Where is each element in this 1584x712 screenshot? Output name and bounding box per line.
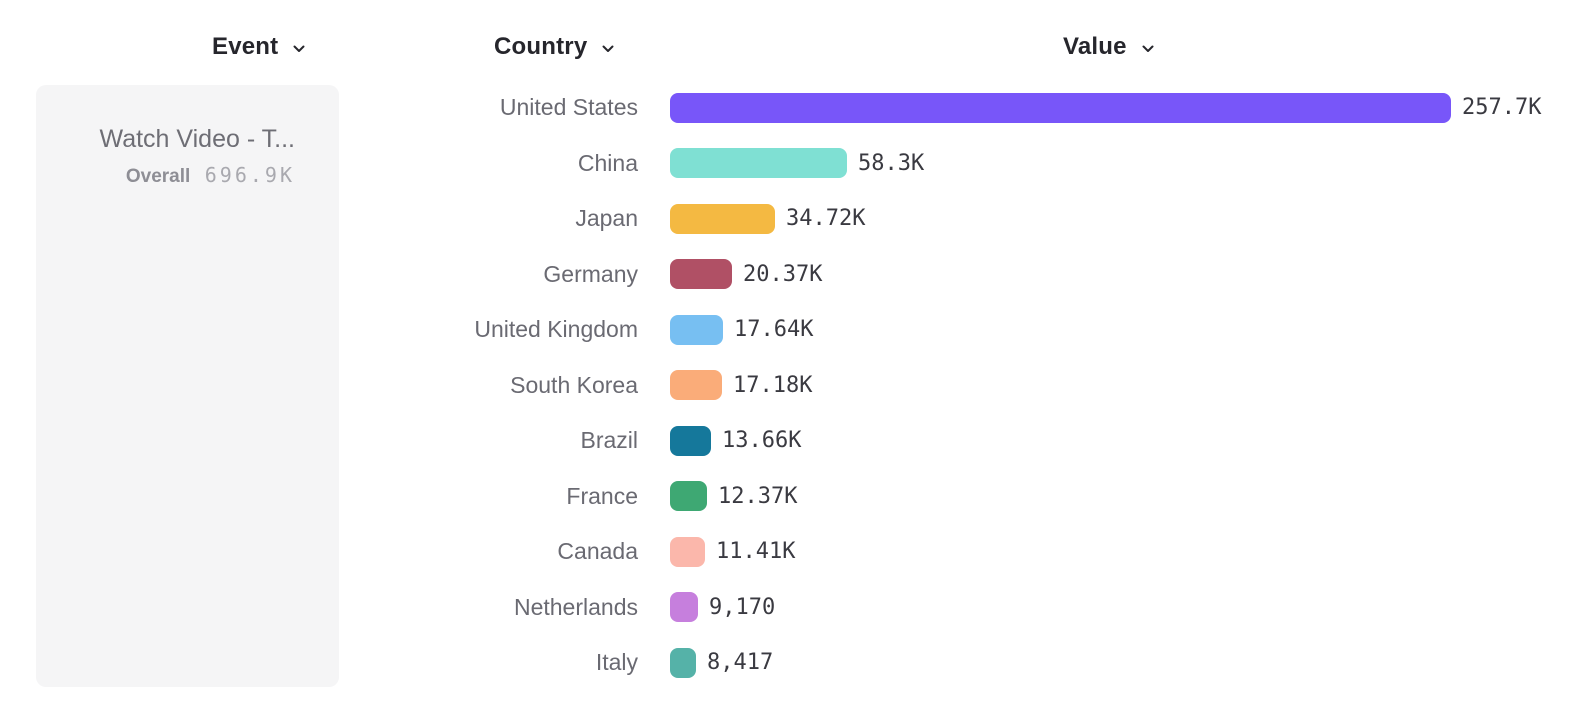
country-label: United Kingdom xyxy=(474,316,638,343)
value-bar[interactable] xyxy=(670,647,696,678)
chart-row: Italy 8,417 xyxy=(0,635,1584,691)
value-label: 9,170 xyxy=(709,594,776,620)
country-label: Brazil xyxy=(580,427,638,454)
chart-row: United States 257.7K xyxy=(0,80,1584,136)
value-label: 11.41K xyxy=(716,539,796,565)
chart-row: China 58.3K xyxy=(0,136,1584,192)
bar-chart: United States 257.7K China 58.3K Japan 3… xyxy=(0,80,1584,691)
value-bar[interactable] xyxy=(670,148,847,179)
event-column-header[interactable]: Event xyxy=(212,33,307,61)
value-bar[interactable] xyxy=(670,536,705,567)
overall-label: Overall xyxy=(125,165,191,187)
chart-row: France 12.37K xyxy=(0,469,1584,525)
country-label: Netherlands xyxy=(513,593,638,620)
chart-row: Brazil 13.66K xyxy=(0,413,1584,469)
country-label: Japan xyxy=(575,205,638,232)
chart-row: South Korea 17.18K xyxy=(0,358,1584,414)
value-label: 17.18K xyxy=(733,372,813,398)
country-label: Italy xyxy=(595,649,638,676)
country-label: Canada xyxy=(557,538,638,565)
chart-row: Germany 20.37K xyxy=(0,247,1584,303)
value-bar[interactable] xyxy=(670,481,707,512)
chevron-down-icon xyxy=(293,45,305,52)
value-bar[interactable] xyxy=(670,425,711,456)
country-label: Germany xyxy=(543,260,638,287)
value-bar[interactable] xyxy=(670,314,723,345)
event-card[interactable]: Watch Video - T... Overall 696.9K xyxy=(36,85,339,687)
country-column-header[interactable]: Country xyxy=(494,33,616,61)
value-label: 8,417 xyxy=(707,650,774,676)
value-column-header[interactable]: Value xyxy=(1063,33,1156,61)
event-column-label: Event xyxy=(212,33,279,60)
country-label: South Korea xyxy=(510,371,638,398)
chart-row: Canada 11.41K xyxy=(0,524,1584,580)
country-label: China xyxy=(577,149,638,176)
country-label: United States xyxy=(499,94,638,121)
value-label: 34.72K xyxy=(786,206,866,232)
value-column-label: Value xyxy=(1063,33,1127,60)
overall-value: 696.9K xyxy=(204,162,295,187)
value-bar[interactable] xyxy=(670,592,698,623)
event-card-metric: Overall 696.9K xyxy=(56,163,295,188)
country-column-label: Country xyxy=(494,33,588,60)
chart-row: United Kingdom 17.64K xyxy=(0,302,1584,358)
country-label: France xyxy=(566,482,638,509)
value-label: 257.7K xyxy=(1462,95,1542,121)
value-label: 12.37K xyxy=(718,483,798,509)
value-bar[interactable] xyxy=(670,92,1451,123)
value-label: 58.3K xyxy=(858,150,925,176)
chevron-down-icon xyxy=(1142,45,1154,52)
chart-row: Japan 34.72K xyxy=(0,191,1584,247)
value-bar[interactable] xyxy=(670,203,775,234)
value-label: 17.64K xyxy=(734,317,814,343)
chevron-down-icon xyxy=(602,45,614,52)
value-bar[interactable] xyxy=(670,259,732,290)
value-bar[interactable] xyxy=(670,370,722,401)
chart-row: Netherlands 9,170 xyxy=(0,580,1584,636)
value-label: 20.37K xyxy=(743,261,823,287)
value-label: 13.66K xyxy=(722,428,802,454)
event-card-title: Watch Video - T... xyxy=(99,125,295,153)
